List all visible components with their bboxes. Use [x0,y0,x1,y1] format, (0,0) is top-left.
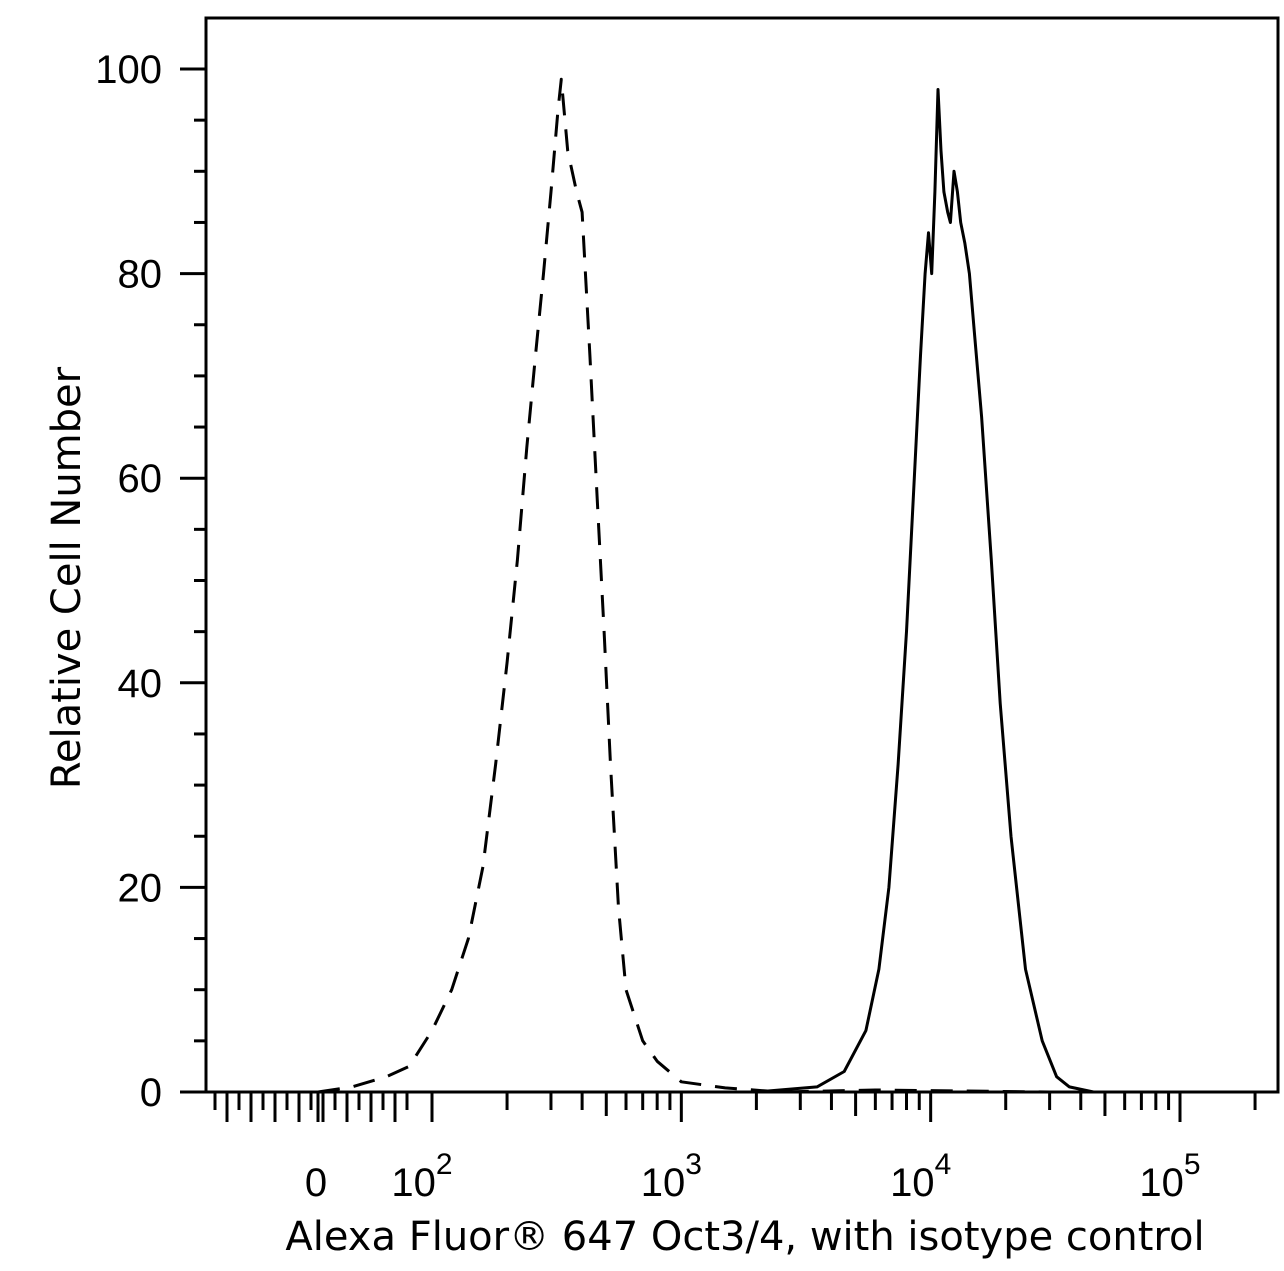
y-axis-title: Relative Cell Number [44,366,90,789]
y-tick-label: 60 [118,457,163,501]
plot-frame [204,16,1280,1094]
x-tick-label: 102 [391,1148,452,1205]
y-tick-label: 0 [140,1071,162,1115]
oct34-curve [318,88,1256,1094]
x-axis-title: Alexa Fluor® 647 Oct3/4, with isotype co… [285,1214,1204,1260]
y-tick-label: 40 [118,662,163,706]
x-tick-label: 103 [641,1148,702,1205]
y-tick-label: 20 [118,866,163,910]
y-tick-label: 100 [95,48,162,92]
series-group [317,77,1256,1094]
isotype-control-curve [317,77,1050,1094]
x-axis: 0 102 103 104 105 [213,1092,1257,1205]
x-tick-label: 105 [1139,1148,1200,1205]
x-tick-label: 104 [890,1148,951,1205]
x-tick-label: 0 [305,1161,327,1205]
y-axis: 0 20 40 60 80 100 [95,48,206,1115]
y-tick-label: 80 [118,253,163,297]
